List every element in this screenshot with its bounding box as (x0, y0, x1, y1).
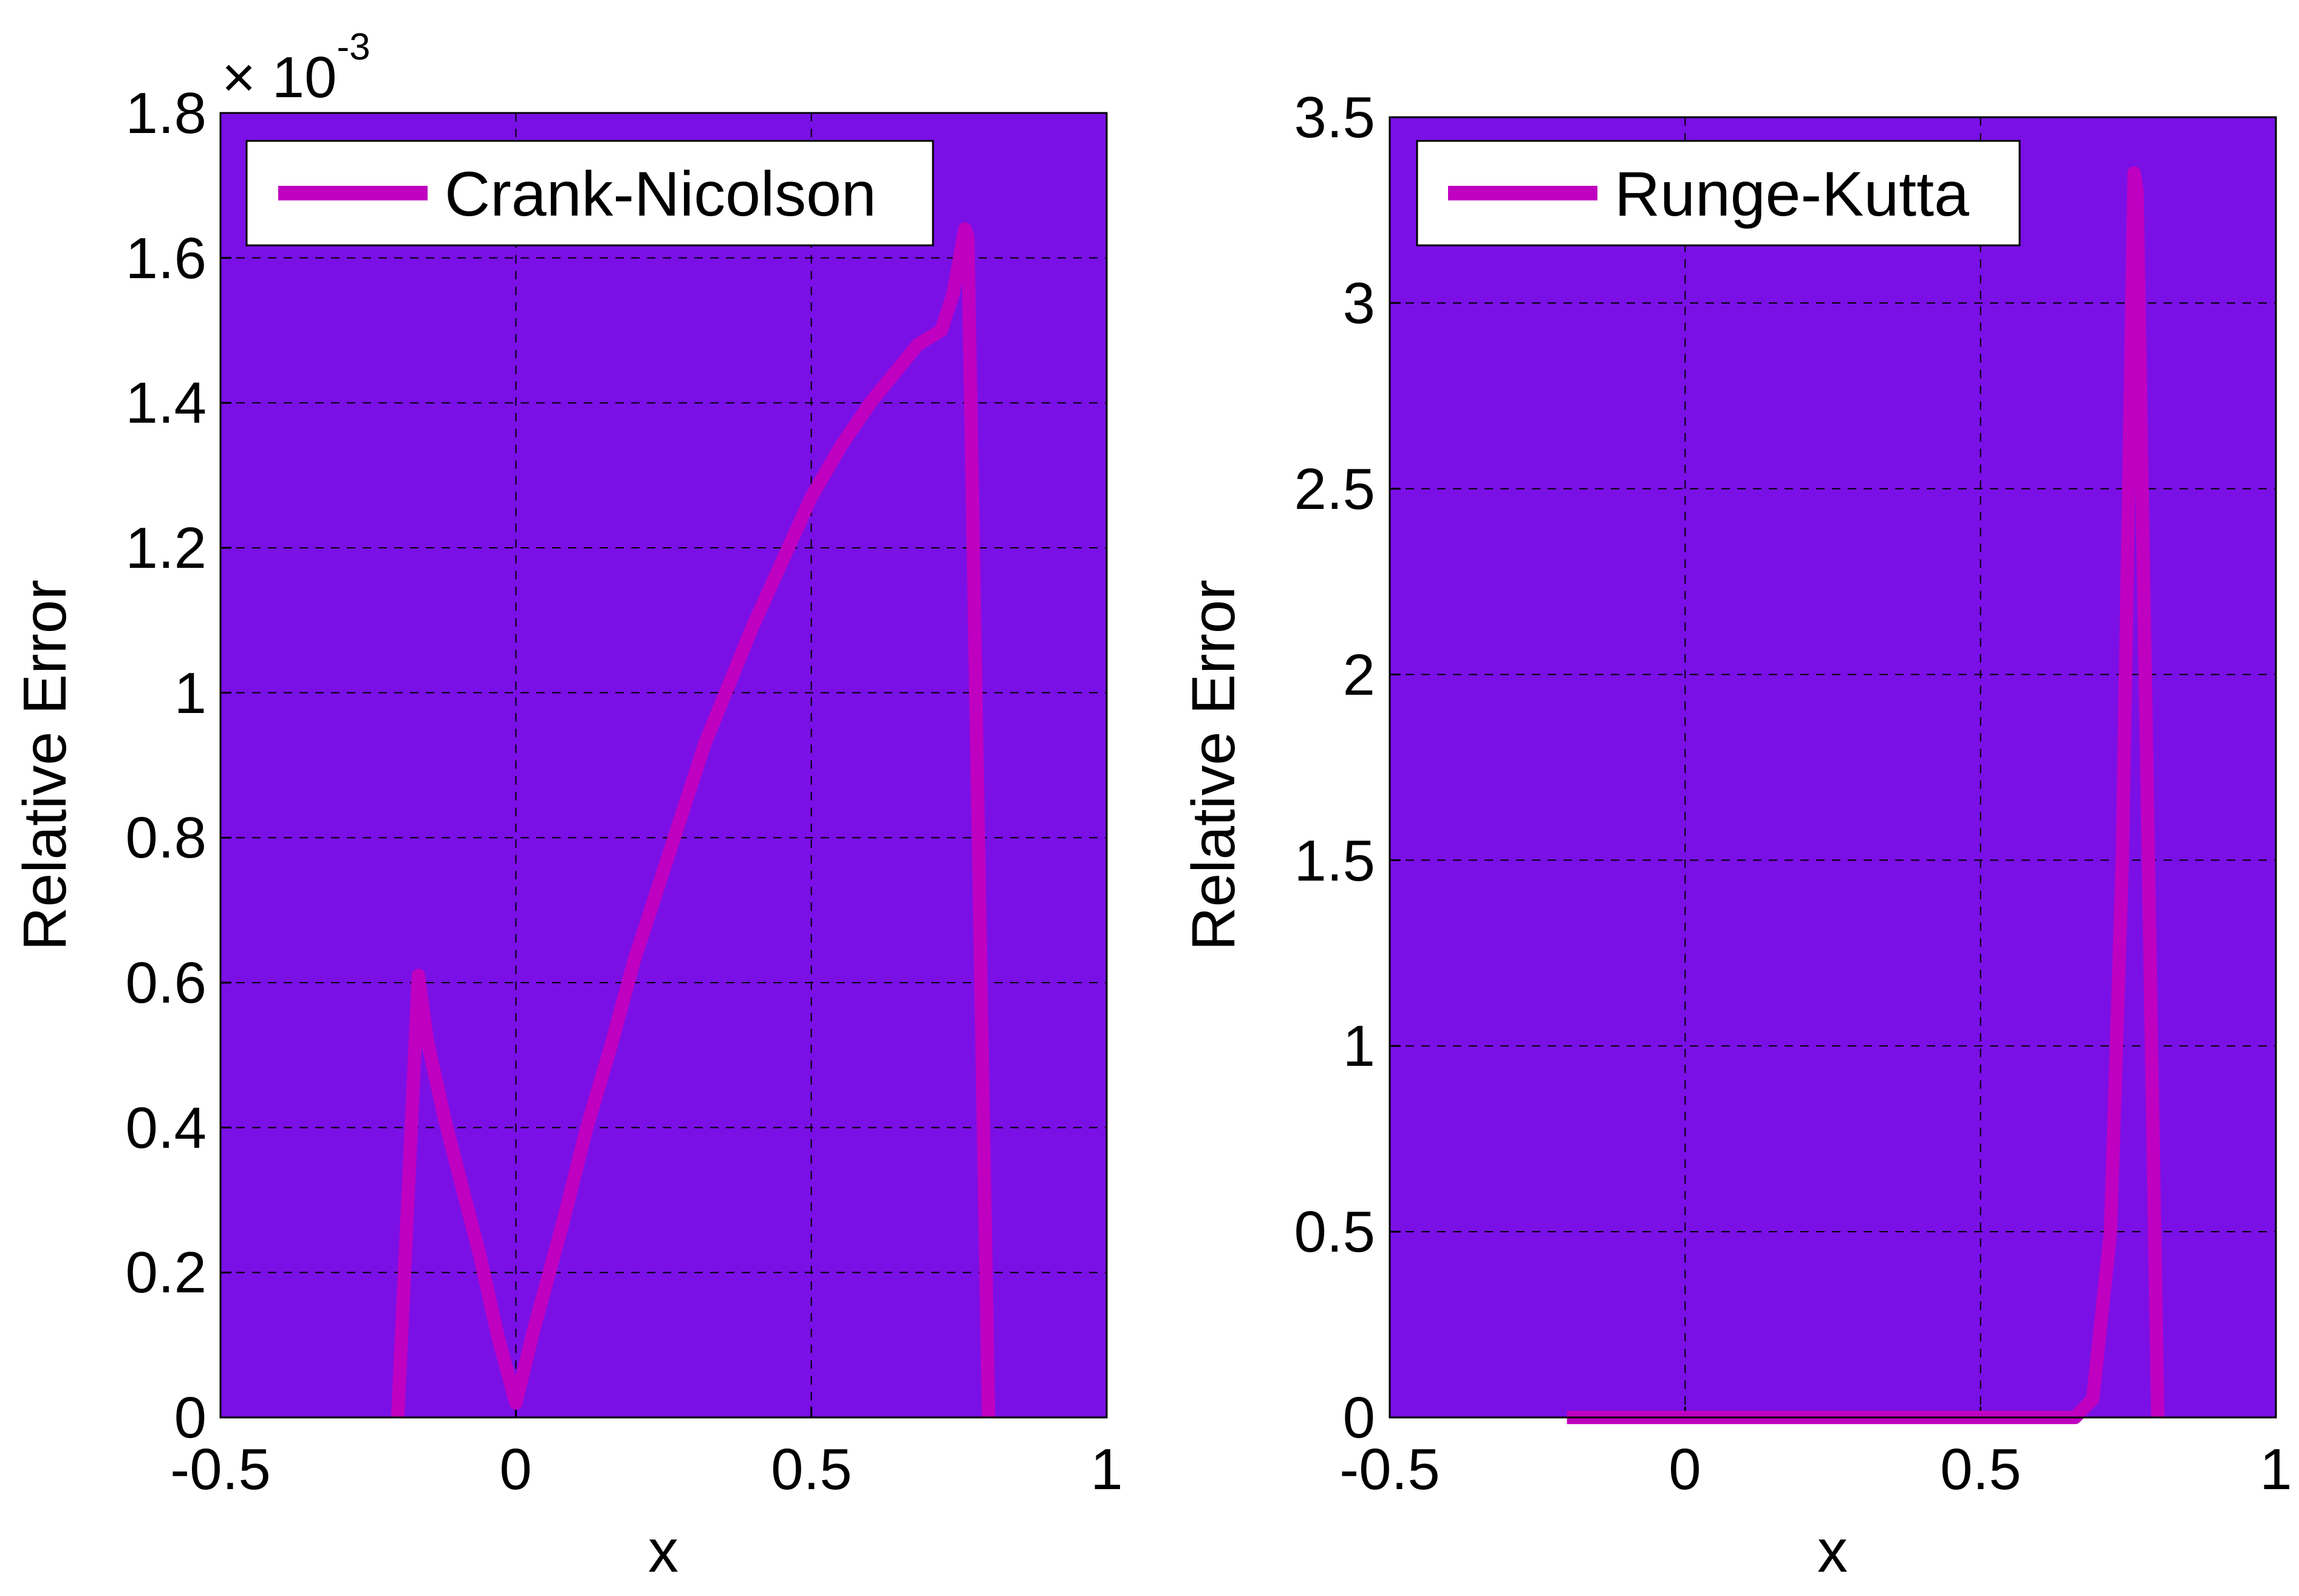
left-ytick-label: 0.8 (126, 805, 207, 870)
right-legend: Runge-Kutta (1416, 140, 2021, 247)
left-ytick-label: 1.6 (126, 226, 207, 291)
right-ytick-label: 0 (1343, 1385, 1375, 1450)
left-ytick-label: 1 (174, 661, 207, 726)
right-ytick-label: 1.5 (1294, 828, 1375, 893)
left-y-multiplier: × 10-3 (222, 26, 371, 110)
left-ytick-labels: 0 0.2 0.4 0.6 0.8 1 1.2 1.4 1.6 1.8 (126, 81, 207, 1450)
left-xtick-labels: -0.5 0 0.5 1 (170, 1437, 1122, 1502)
left-plot-background (220, 113, 1107, 1417)
left-ytick-label: 0.2 (126, 1240, 207, 1305)
left-ytick-label: 0 (174, 1385, 207, 1450)
left-xtick-label: -0.5 (170, 1437, 270, 1502)
left-xtick-label: 0.5 (771, 1437, 852, 1502)
left-ytick-label: 1.2 (126, 516, 207, 581)
right-xtick-label: 1 (2260, 1437, 2292, 1502)
left-legend-label: Crank-Nicolson (445, 159, 876, 230)
left-x-axis-label: x (648, 1517, 678, 1585)
right-ytick-label: 2.5 (1294, 457, 1375, 522)
right-ytick-labels: 0 0.5 1 1.5 2 2.5 3 3.5 (1294, 85, 1375, 1450)
right-xtick-label: 0 (1669, 1437, 1701, 1502)
right-y-axis-label: Relative Error (1180, 579, 1248, 950)
left-chart: 0 0.2 0.4 0.6 0.8 1 1.2 1.4 1.6 1.8 -0.5… (11, 26, 1123, 1585)
right-plot-frame (1389, 116, 2277, 1419)
left-xtick-label: 0 (499, 1437, 531, 1502)
right-xtick-label: -0.5 (1339, 1437, 1440, 1502)
right-ytick-label: 1 (1343, 1014, 1375, 1079)
right-legend-label: Runge-Kutta (1614, 159, 1969, 230)
right-x-axis-label: x (1817, 1517, 1848, 1585)
left-series-line (391, 222, 996, 1418)
right-grid (1389, 116, 2277, 1419)
right-ytick-label: 3.5 (1294, 85, 1375, 150)
right-chart: 0 0.5 1 1.5 2 2.5 3 3.5 -0.5 0 0.5 1 x R… (1180, 85, 2292, 1585)
left-plot-frame (219, 112, 1108, 1419)
left-y-multiplier-base: × 10 (222, 45, 337, 110)
left-xtick-label: 1 (1090, 1437, 1122, 1502)
right-xtick-labels: -0.5 0 0.5 1 (1339, 1437, 2292, 1502)
right-xtick-label: 0.5 (1940, 1437, 2021, 1502)
left-ytick-label: 0.4 (126, 1096, 207, 1161)
left-ytick-label: 1.4 (126, 370, 207, 435)
left-y-axis-label: Relative Error (11, 579, 79, 950)
left-y-multiplier-exponent: -3 (337, 26, 371, 68)
right-ytick-label: 2 (1343, 643, 1375, 708)
left-series (391, 222, 996, 1418)
left-ytick-label: 0.6 (126, 950, 207, 1015)
left-ytick-label: 1.8 (126, 81, 207, 146)
right-ytick-label: 0.5 (1294, 1199, 1375, 1264)
right-ytick-label: 3 (1343, 271, 1375, 336)
left-legend: Crank-Nicolson (245, 140, 934, 247)
